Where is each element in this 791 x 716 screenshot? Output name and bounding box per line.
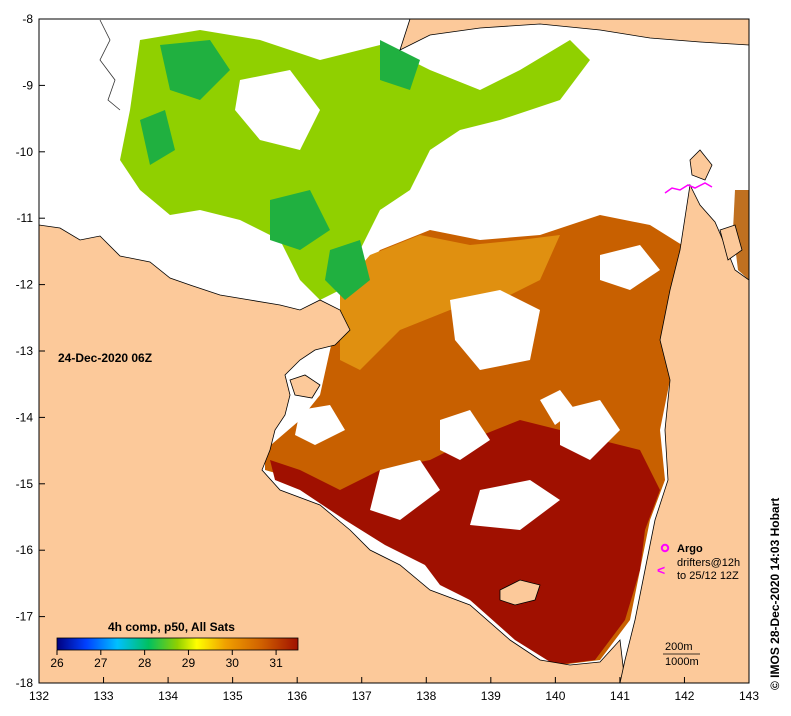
sst-hot-region [270,420,660,665]
credit-text: © IMOS 28-Dec-2020 14:03 Hobart [768,498,782,690]
sst-cold-patches [140,40,420,300]
colorbar-tick-label: 30 [226,656,240,670]
lat-tick-label: -11 [17,211,34,225]
drifter-arrow-icon: < [657,562,665,578]
contour-200m: 200m [665,641,693,653]
legend-drifters: drifters@12h [677,557,740,569]
legend: Argo drifters@12h < to 25/12 12Z [657,543,740,582]
contour-1000m: 1000m [665,656,699,668]
land-northern-territory [39,224,626,683]
colorbar-tick-label: 27 [94,656,108,670]
lat-tick-label: -10 [16,145,34,159]
contour-legend: 200m 1000m [663,641,700,668]
argo-marker-icon [660,543,670,553]
lon-tick-label: 133 [94,689,114,703]
lat-tick-label: -15 [16,477,34,491]
lon-tick-label: 141 [610,689,630,703]
lon-tick-label: 134 [158,689,178,703]
lon-tick-label: 138 [416,689,436,703]
date-label: 24-Dec-2020 06Z [58,351,152,365]
colorbar-tick-label: 28 [138,656,152,670]
colorbar-tick-label: 29 [182,656,196,670]
lat-tick-label: -18 [16,676,34,690]
colorbar-ticks: 26 27 28 29 30 31 [50,650,283,670]
colorbar: 4h comp, p50, All Sats 26 27 28 29 30 31 [50,620,299,670]
land-new-guinea [399,19,749,51]
lat-tick-label: -8 [22,12,33,26]
longitude-axis: 132 133 134 135 136 137 138 139 140 141 142 143 [29,677,759,703]
legend-argo: Argo [677,543,703,555]
lat-tick-label: -16 [16,543,34,557]
lat-tick-label: -13 [16,344,34,358]
sst-warm-east [733,190,749,280]
land-mornington-island [499,579,541,606]
lat-tick-label: -14 [16,410,34,424]
land-groote-eylandt [289,374,321,399]
sst-mid-region [340,235,560,370]
lon-tick-label: 135 [223,689,243,703]
lon-tick-label: 142 [674,689,694,703]
drifter-track [664,182,713,194]
lon-tick-label: 136 [287,689,307,703]
colorbar-tick-label: 31 [269,656,283,670]
lat-tick-label: -12 [16,278,34,292]
lon-tick-label: 140 [545,689,565,703]
no-data-gaps [235,70,660,530]
colorbar-tick-label: 26 [50,656,64,670]
legend-drifters-to: to 25/12 12Z [677,570,739,582]
lat-tick-label: -17 [16,610,34,624]
land-cape-york [619,183,749,683]
land-torres-islands [689,149,743,261]
lon-tick-label: 132 [29,689,49,703]
colorbar-ramp [56,637,299,651]
lat-tick-label: -9 [22,78,33,92]
lon-tick-label: 137 [352,689,372,703]
lon-tick-label: 143 [739,689,759,703]
colorbar-title: 4h comp, p50, All Sats [108,620,235,634]
coastline-arnhem [99,19,121,111]
lon-tick-label: 139 [481,689,501,703]
latitude-axis: -8 -9 -10 -11 -12 -13 -14 -15 -16 -17 -18 [16,12,45,690]
